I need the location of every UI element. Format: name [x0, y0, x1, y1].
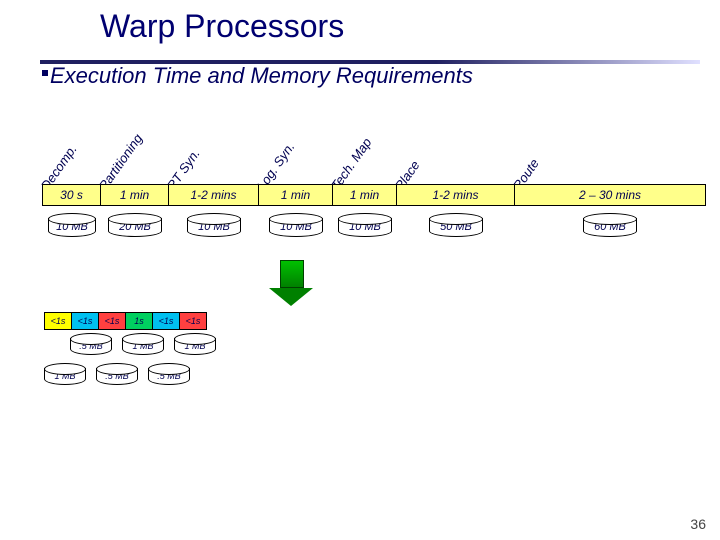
- tiny-memory-cylinder: .5 MB: [148, 368, 190, 385]
- memory-cylinder: 60 MB: [583, 218, 637, 237]
- tiny-memory-cylinder: 1 MB: [122, 338, 164, 355]
- tiny-time-cell: <1s: [99, 313, 126, 329]
- memory-cylinder: 10 MB: [187, 218, 241, 237]
- tiny-time-cell: <1s: [180, 313, 206, 329]
- bullet: [42, 70, 48, 76]
- time-cell: 30 s: [43, 185, 101, 205]
- execution-time-row: 30 s1 min1-2 mins1 min1 min1-2 mins2 – 3…: [42, 184, 706, 206]
- memory-cylinder: 10 MB: [338, 218, 392, 237]
- page-number: 36: [690, 516, 706, 532]
- memory-cylinder: 50 MB: [429, 218, 483, 237]
- subtitle: Execution Time and Memory Requirements: [50, 63, 473, 89]
- time-cell: 2 – 30 mins: [515, 185, 705, 205]
- time-cell: 1-2 mins: [397, 185, 515, 205]
- tiny-time-row: <1s<1s<1s1s<1s<1s: [44, 312, 207, 330]
- tiny-time-cell: <1s: [45, 313, 72, 329]
- tiny-memory-cylinder: .5 MB: [96, 368, 138, 385]
- tiny-memory-cylinder: 1 MB: [44, 368, 86, 385]
- time-cell: 1 min: [333, 185, 397, 205]
- time-cell: 1-2 mins: [169, 185, 259, 205]
- tiny-memory-cylinder: 1 MB: [174, 338, 216, 355]
- memory-cylinder: 10 MB: [48, 218, 96, 237]
- page-title: Warp Processors: [100, 8, 344, 45]
- tiny-time-cell: <1s: [72, 313, 99, 329]
- time-cell: 1 min: [101, 185, 169, 205]
- tiny-memory-cylinder: .5 MB: [70, 338, 112, 355]
- time-cell: 1 min: [259, 185, 333, 205]
- arrow-down-icon: [280, 260, 313, 306]
- memory-cylinder: 10 MB: [269, 218, 323, 237]
- tiny-time-cell: <1s: [153, 313, 180, 329]
- memory-cylinder: 20 MB: [108, 218, 162, 237]
- tiny-time-cell: 1s: [126, 313, 153, 329]
